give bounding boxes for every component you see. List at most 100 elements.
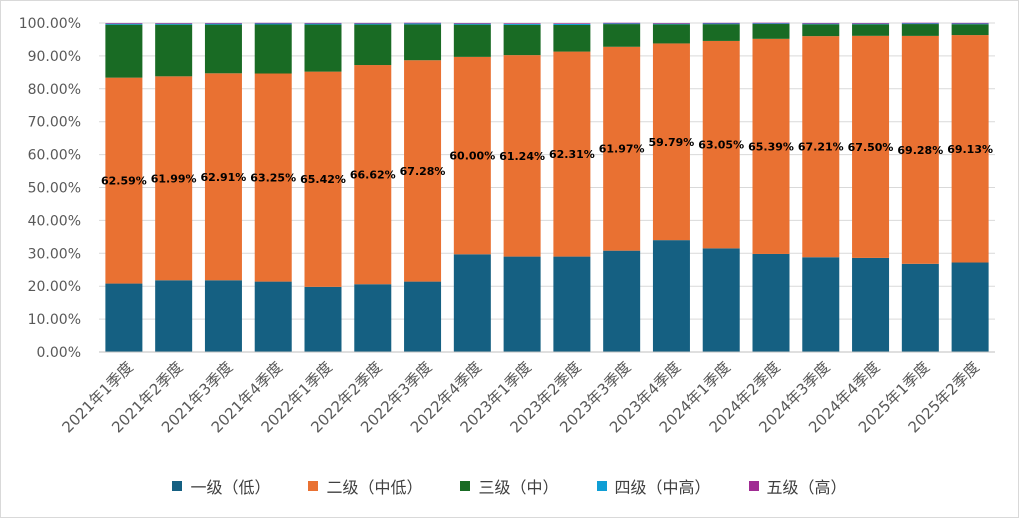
bar-segment [652, 24, 690, 44]
bar-segment [354, 23, 392, 25]
bar-segment [951, 22, 989, 24]
bar-segment [951, 24, 989, 36]
bar-segment [204, 280, 242, 352]
bar-segment [105, 23, 143, 25]
bar-segment [901, 263, 939, 352]
bar-segment [304, 286, 342, 352]
y-tick-label: 0.00% [37, 345, 81, 361]
bar-segment [503, 23, 541, 24]
bar-segment [802, 36, 840, 258]
y-tick-label: 50.00% [28, 181, 81, 197]
bar-segment [852, 257, 890, 352]
bar-segment [503, 23, 541, 25]
legend-item: 三级（中） [460, 474, 559, 498]
data-label: 59.79% [649, 136, 695, 149]
x-axis: 2021年1季度2021年2季度2021年3季度2021年4季度2022年1季度… [58, 351, 995, 436]
data-labels: 62.59% 61.99% 62.91% 63.25% 65.42% 66.62% 67.2… [101, 136, 993, 188]
bar-segment [304, 71, 342, 287]
bar-segment [105, 23, 143, 24]
legend-item: 五级（高） [748, 474, 847, 498]
bar-segment [752, 23, 790, 25]
data-label: 67.50% [848, 141, 894, 154]
bar-segment [702, 22, 740, 24]
data-label: 65.39% [748, 140, 794, 153]
bar-segment [453, 254, 491, 352]
data-label: 69.13% [947, 143, 993, 156]
data-label: 63.25% [250, 172, 296, 185]
y-tick-label: 90.00% [28, 49, 81, 65]
bar-segment [204, 23, 242, 25]
y-tick-label: 80.00% [28, 82, 81, 98]
y-axis: 0.00% 10.00% 20.00% 30.00% 40.00% 50.00% 60.00… [19, 16, 81, 361]
bar-segment [752, 24, 790, 39]
bar-segment [652, 240, 690, 352]
y-tick-label: 100.00% [19, 16, 81, 32]
bar-segment [951, 262, 989, 352]
bar-segment [204, 24, 242, 74]
bar-segment [652, 23, 690, 25]
bar-segment [404, 24, 442, 61]
bar-segment [155, 76, 193, 281]
bar-segment [453, 56, 491, 255]
legend-item: 四级（中高） [596, 474, 711, 498]
data-label: 61.24% [499, 150, 545, 163]
data-label: 60.00% [449, 150, 495, 163]
legend-label: 二级（中低） [326, 478, 423, 497]
legend-swatch [172, 481, 183, 491]
bar-segment [503, 24, 541, 56]
bar-segment [901, 23, 939, 25]
bar-segment [204, 22, 242, 24]
legend-swatch [308, 481, 319, 491]
bar-segment [553, 24, 591, 52]
legend-item: 一级（低） [172, 474, 270, 498]
bar-segment [254, 281, 292, 352]
bar-segment [503, 256, 541, 352]
bar-segment [105, 283, 143, 352]
bar-segment [603, 24, 641, 47]
bar-segment [802, 257, 840, 352]
bar-segment [702, 23, 740, 25]
bar-segment [354, 65, 392, 285]
bar-segment [254, 23, 292, 25]
bar-segment [304, 23, 342, 25]
bar-segment [503, 55, 541, 257]
bar-segment [553, 23, 591, 24]
bar-segment [652, 23, 690, 24]
data-label: 67.28% [400, 165, 446, 178]
data-label: 65.42% [300, 173, 346, 186]
bar-segment [354, 24, 392, 66]
bar-segment [802, 23, 840, 25]
bar-segment [702, 24, 740, 41]
bar-segment [951, 23, 989, 25]
bar-segment [852, 23, 890, 25]
bar-segment [404, 60, 442, 282]
bar-segment [901, 22, 939, 24]
bar-segment [553, 23, 591, 25]
bar-segment [553, 51, 591, 257]
y-tick-label: 70.00% [28, 115, 81, 131]
y-tick-label: 40.00% [28, 213, 81, 229]
data-label: 61.99% [151, 172, 197, 185]
legend-label: 三级（中） [478, 478, 559, 497]
legend-label: 一级（低） [190, 478, 271, 497]
y-tick-label: 30.00% [28, 246, 81, 262]
bar-segment [603, 46, 641, 251]
bar-segment [404, 23, 442, 25]
y-tick-label: 10.00% [28, 312, 81, 328]
legend: 一级（低） 二级（中低） 三级（中） 四级（中高） 五级（高） [0, 474, 1019, 498]
data-label: 63.05% [698, 139, 744, 152]
y-tick-label: 20.00% [28, 279, 81, 295]
bar-segment [254, 73, 292, 282]
bar-segment [155, 23, 193, 25]
legend-label: 四级（中高） [614, 478, 711, 497]
data-label: 61.97% [599, 143, 645, 156]
bar-segment [453, 24, 491, 57]
bar-segment [404, 22, 442, 24]
bar-segment [404, 281, 442, 352]
data-label: 62.59% [101, 175, 147, 188]
bar-segment [951, 35, 989, 263]
bar-segment [553, 256, 591, 352]
bar-segment [354, 284, 392, 352]
bar-segment [702, 40, 740, 249]
bar-segment [802, 24, 840, 37]
